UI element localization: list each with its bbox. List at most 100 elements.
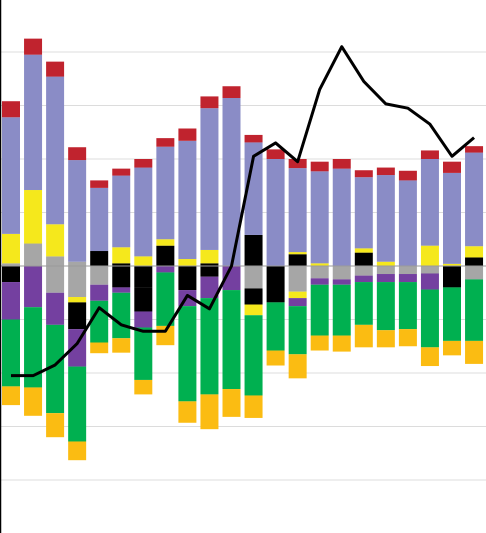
bar-segment-black: [178, 266, 197, 291]
bar-segment-yellow: [288, 252, 307, 255]
bar-segment-red: [2, 101, 20, 118]
bar-segment-lavender: [112, 175, 131, 248]
bar-segment-orange: [443, 340, 461, 356]
bar-segment-green: [398, 282, 417, 330]
bar-segment-green: [134, 327, 153, 380]
bar-segment-purple: [332, 279, 351, 285]
bar-segment-yellow: [156, 239, 175, 246]
bar-segment-yellow: [2, 233, 20, 264]
bar-segment-gray: [465, 266, 484, 280]
bar-segment-red: [46, 61, 65, 77]
bar-segment-yellow: [354, 248, 373, 253]
bar-segment-lavender: [46, 76, 65, 225]
bar-segment-black: [443, 266, 461, 288]
bar-segment-orange: [46, 413, 65, 438]
bar-segment-red: [310, 161, 329, 172]
bar-segment-red: [90, 180, 109, 188]
bar-segment-lavender: [465, 152, 484, 247]
bar-segment-black3: [112, 266, 131, 288]
bar-segment-black: [354, 252, 373, 267]
bar-segment-lavender: [288, 168, 307, 253]
bar-segment-red: [244, 134, 263, 143]
bar-segment-black2: [244, 288, 263, 305]
bar-segment-red: [376, 167, 395, 176]
bar-segment-gray: [90, 266, 109, 285]
bar-segment-gray: [288, 266, 307, 292]
bar-segment-red: [465, 146, 484, 153]
bar-segment-yellow: [443, 263, 461, 266]
bar-segment-green: [24, 307, 43, 388]
bar-segment-gray: [68, 266, 87, 298]
bar-segment-red: [443, 161, 461, 173]
bar-segment-orange: [332, 335, 351, 352]
bar-segment-red: [156, 138, 175, 147]
bar-segment-lavender: [244, 142, 263, 235]
bar-segment-black2: [134, 287, 153, 312]
bar-segment-purple: [288, 298, 307, 307]
bar-segment-gray: [376, 266, 395, 275]
bar-segment-gray: [398, 266, 417, 275]
bar-segment-gray: [68, 261, 87, 266]
bar-segment-lavender: [222, 98, 241, 266]
bar-segment-gray: [332, 266, 351, 280]
bar-segment-red: [266, 149, 285, 159]
bar-segment-lavender: [266, 159, 285, 266]
bar-segment-green: [200, 298, 219, 395]
bar-segment-green: [288, 306, 307, 355]
bar-segment-lavender: [24, 54, 43, 191]
bar-segment-black: [112, 263, 131, 266]
bar-segment-black: [134, 266, 153, 288]
bar-segment-red: [24, 38, 43, 55]
bar-segment-orange: [24, 387, 43, 416]
bar-segment-red: [112, 168, 131, 176]
bar-segment-purple: [134, 311, 153, 328]
bar-segment-green: [332, 284, 351, 336]
bar-segment-black: [2, 266, 20, 283]
bar-segment-purple: [310, 278, 329, 285]
bar-segment-black: [288, 254, 307, 266]
bar-segment-lavender: [354, 177, 373, 249]
bar-segment-black: [266, 266, 285, 303]
bar-segment-green: [244, 315, 263, 396]
bar-segment-yellow: [420, 245, 439, 266]
bar-segment-orange: [266, 350, 285, 366]
bar-segment-green: [2, 319, 20, 387]
bar-segment-red: [332, 159, 351, 169]
bars: [2, 38, 484, 461]
bar-segment-red: [288, 159, 307, 169]
bar-segment-lavender: [200, 108, 219, 250]
bar-segment-lavender: [443, 172, 461, 264]
bar-segment-yellow: [310, 263, 329, 266]
bar-segment-green: [310, 284, 329, 336]
bar-segment-red: [68, 147, 87, 161]
bar-segment-black: [465, 257, 484, 266]
bar-segment-purple: [398, 274, 417, 283]
bar-segment-red: [178, 128, 197, 141]
bar-segment-purple: [420, 273, 439, 290]
bar-segment-purple: [46, 292, 65, 325]
bar-segment-green: [443, 287, 461, 341]
bar-segment-black3: [68, 302, 87, 330]
bar-segment-gray: [24, 243, 43, 266]
bar-segment-black: [244, 234, 263, 266]
bar-segment-yellow: [134, 256, 153, 266]
bar-segment-purple: [200, 276, 219, 299]
bar-segment-green: [112, 292, 131, 339]
bar-segment-yellow: [24, 190, 43, 244]
bar-segment-orange: [134, 379, 153, 395]
bar-segment-green: [178, 306, 197, 402]
bar-segment-orange: [465, 340, 484, 364]
bar-segment-green: [266, 302, 285, 351]
bar-segment-yellow: [46, 224, 65, 257]
bar-segment-black: [90, 251, 109, 266]
bar-segment-gray: [2, 263, 20, 266]
bar-segment-purple: [156, 266, 175, 273]
bar-segment-lavender: [178, 140, 197, 260]
bar-segment-black: [200, 263, 219, 266]
bar-segment-yellow: [288, 291, 307, 299]
bar-segment-purple: [2, 282, 20, 320]
bar-segment-lavender: [90, 187, 109, 252]
bar-segment-purple: [354, 275, 373, 283]
bar-segment-lavender: [420, 159, 439, 246]
